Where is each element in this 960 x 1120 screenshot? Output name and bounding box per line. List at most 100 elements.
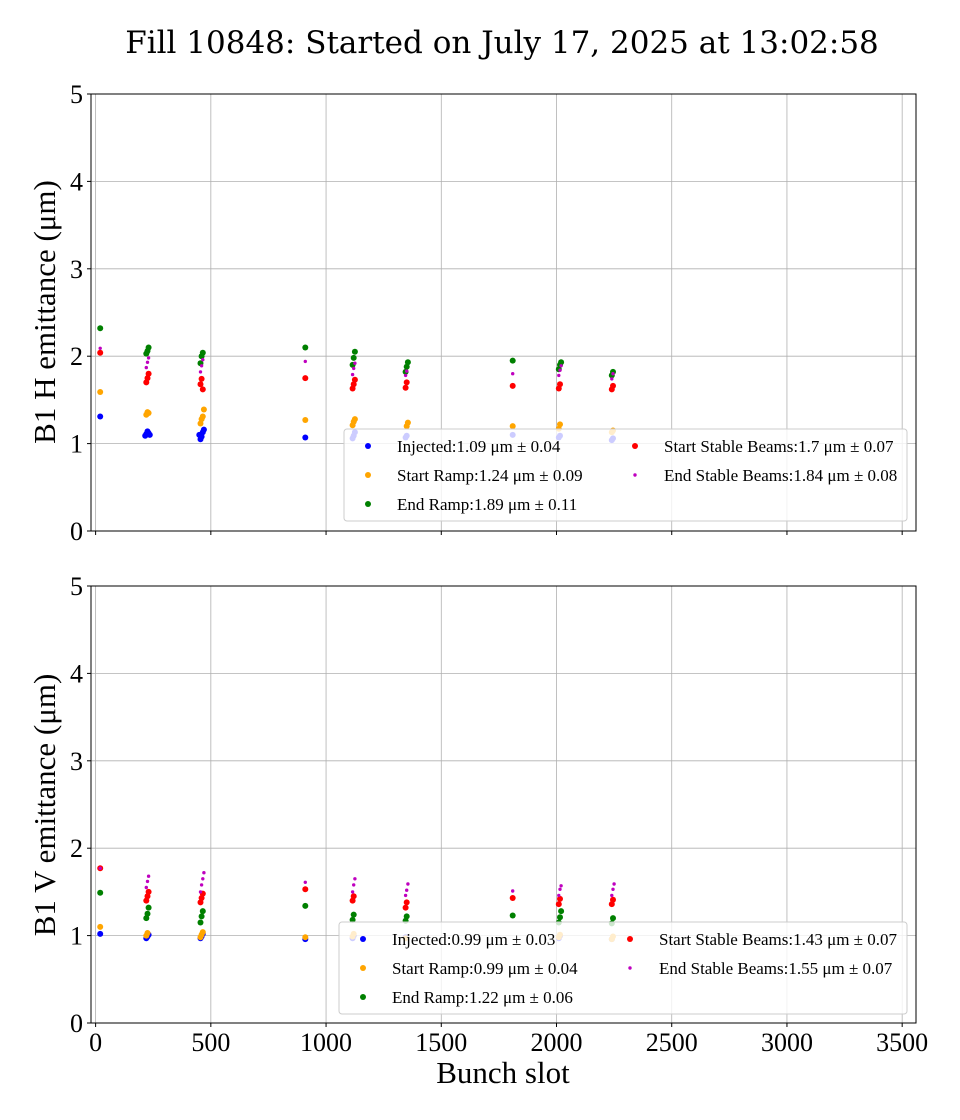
legend-entry: Injected:0.99 μm ± 0.03: [392, 930, 555, 949]
data-point: [350, 911, 357, 918]
data-point: [302, 344, 309, 351]
data-point: [199, 883, 204, 887]
data-point: [406, 882, 410, 886]
data-point: [302, 417, 309, 423]
legend-marker: [628, 966, 632, 970]
legend-entry: Start Ramp:0.99 μm ± 0.04: [392, 959, 578, 978]
data-point: [302, 886, 309, 893]
data-point: [145, 888, 152, 895]
data-point: [145, 360, 150, 364]
data-point: [558, 359, 565, 366]
data-point: [610, 893, 614, 898]
y-tick-label: 0: [70, 517, 83, 546]
data-point: [196, 431, 203, 438]
legend-entry: End Ramp:1.22 μm ± 0.06: [392, 988, 573, 1007]
data-point: [146, 874, 151, 878]
data-point: [402, 384, 409, 391]
data-point: [200, 406, 207, 413]
x-ticks: 0 500 1000 1500 2000 2500 3000 3500: [89, 1023, 928, 1057]
plot-frame: [90, 585, 917, 1024]
x-tick-label: 2500: [646, 1028, 698, 1057]
x-tick-label: 1500: [415, 1028, 467, 1057]
legend-marker: [365, 501, 371, 507]
x-tick-label: 1000: [300, 1028, 352, 1057]
data-point: [199, 386, 206, 393]
data-point: [97, 325, 104, 332]
plot-frame: [90, 93, 917, 532]
y-tick-label: 2: [70, 834, 83, 863]
chart-title: Fill 10848: Started on July 17, 2025 at …: [125, 25, 879, 61]
legend-entry: Injected:1.09 μm ± 0.04: [397, 437, 561, 456]
x-ticks: [95, 531, 903, 535]
data-point: [197, 919, 204, 926]
data-point: [559, 364, 563, 368]
data-point: [403, 373, 408, 378]
data-point: [97, 349, 104, 356]
y-tick-label: 4: [70, 659, 83, 688]
data-point: [146, 431, 153, 438]
data-point: [350, 890, 355, 894]
data-point: [144, 365, 148, 370]
data-point: [97, 930, 104, 937]
data-point: [97, 389, 104, 395]
data-point: [557, 421, 563, 428]
data-point: [403, 899, 410, 906]
data-point: [199, 349, 206, 356]
data-point: [612, 882, 616, 886]
legend-marker: [365, 472, 371, 478]
legend-marker: [360, 936, 366, 942]
data-point: [145, 410, 152, 416]
x-tick-label: 2000: [531, 1028, 583, 1057]
data-point: [202, 871, 206, 875]
data-point: [351, 348, 358, 355]
data-point: [611, 887, 615, 891]
legend-entry: End Stable Beams:1.84 μm ± 0.08: [664, 466, 897, 485]
legend-entry: Start Stable Beams:1.7 μm ± 0.07: [664, 437, 894, 456]
data-point: [144, 930, 151, 936]
data-point: [302, 902, 309, 909]
legend-entry: Start Ramp:1.24 μm ± 0.09: [397, 466, 583, 485]
data-point: [557, 373, 561, 378]
legend-box: [338, 921, 908, 1015]
data-point: [611, 372, 615, 376]
data-point: [509, 895, 516, 901]
panel-v-emittance: 0 1 2 3 4 5 0 500 1000 1500 2000 2500 3000 3500 B1 V…: [27, 572, 928, 1057]
data-points: [97, 325, 616, 444]
y-tick-label: 0: [70, 1009, 83, 1038]
data-point: [558, 368, 562, 372]
data-point: [352, 883, 356, 887]
data-point: [198, 370, 203, 374]
legend: Injected:0.99 μm ± 0.03 Start Ramp:0.99 μ…: [338, 921, 908, 1015]
data-point: [144, 910, 151, 917]
y-tick-label: 3: [70, 747, 83, 776]
data-point: [511, 372, 515, 376]
data-point: [610, 382, 616, 389]
x-tick-label: 3000: [761, 1028, 813, 1057]
data-point: [145, 344, 152, 351]
data-point: [199, 413, 206, 420]
data-point: [402, 904, 409, 911]
data-point: [350, 372, 355, 377]
data-point: [98, 346, 102, 350]
y-tick-label: 2: [70, 342, 83, 371]
legend-marker: [627, 936, 633, 942]
panel-h-emittance: 0 1 2 3 4 5 B1 H emittance (μm) Injected:1.09…: [27, 80, 917, 546]
data-point: [146, 356, 151, 360]
y-axis-label: B1 H emittance (μm): [27, 180, 62, 444]
data-point: [351, 376, 358, 383]
data-point: [302, 375, 309, 382]
data-point: [403, 893, 408, 898]
x-tick-label: 3500: [876, 1028, 928, 1057]
data-point: [349, 916, 356, 923]
data-point: [199, 908, 206, 915]
data-point: [353, 361, 357, 365]
legend-marker: [360, 994, 366, 1000]
data-point: [558, 887, 562, 891]
data-point: [404, 359, 411, 366]
data-point: [97, 889, 104, 896]
data-point: [509, 357, 516, 364]
data-point: [201, 877, 205, 881]
data-point: [145, 904, 152, 911]
data-point: [200, 426, 207, 433]
